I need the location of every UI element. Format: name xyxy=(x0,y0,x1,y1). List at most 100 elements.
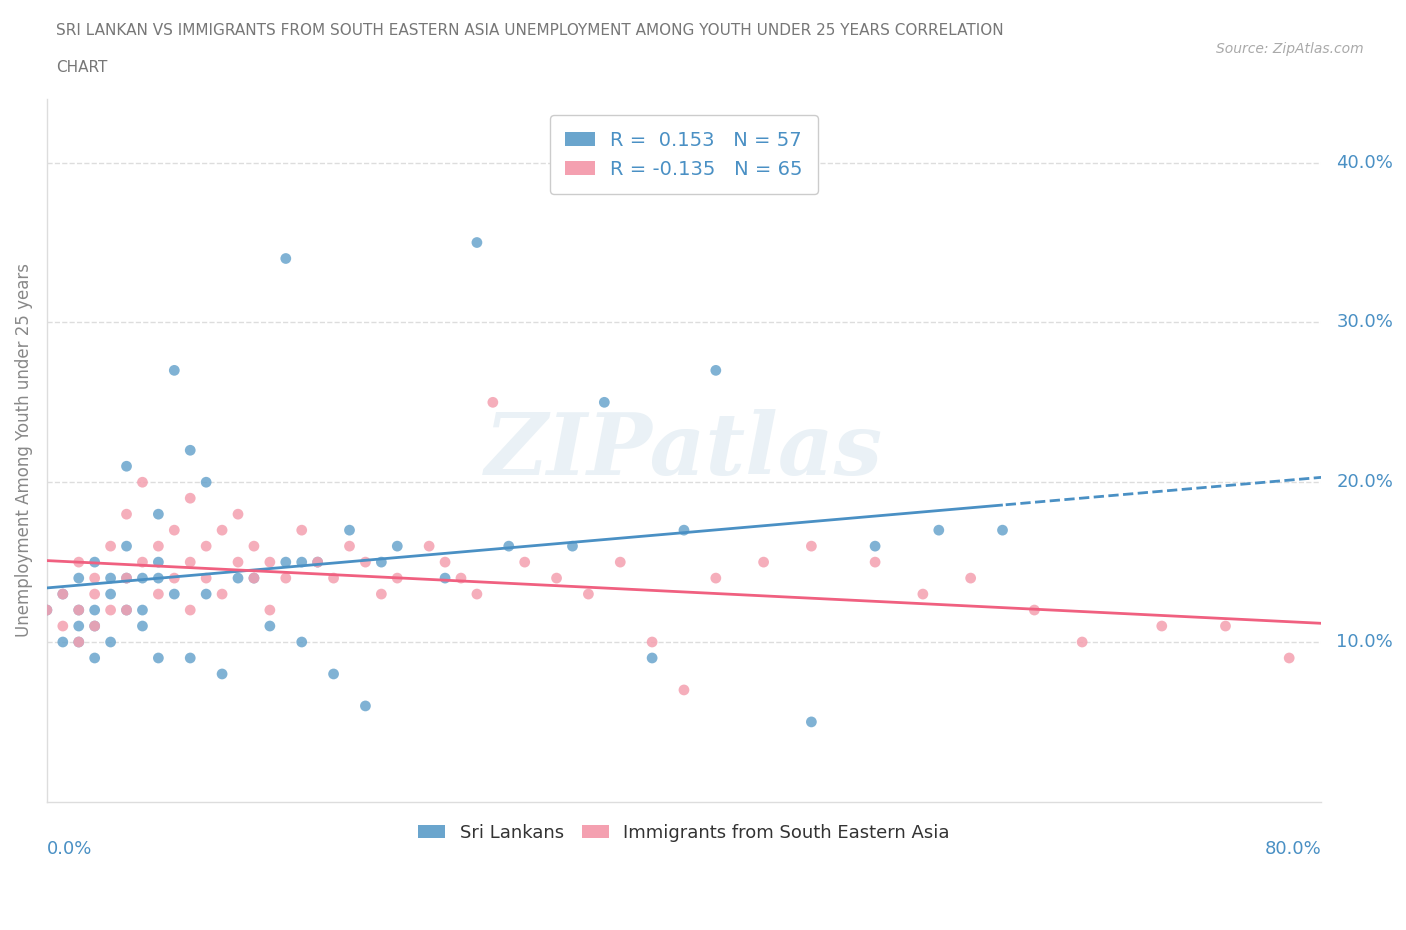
Point xyxy=(576,587,599,602)
Point xyxy=(148,538,170,553)
Point xyxy=(243,571,266,586)
Point xyxy=(800,714,823,729)
Point xyxy=(115,603,138,618)
Point xyxy=(83,571,105,586)
Point xyxy=(291,634,314,649)
Point xyxy=(672,523,695,538)
Text: CHART: CHART xyxy=(56,60,108,75)
Point xyxy=(339,523,361,538)
Legend: Sri Lankans, Immigrants from South Eastern Asia: Sri Lankans, Immigrants from South Easte… xyxy=(404,809,965,857)
Point xyxy=(52,587,75,602)
Point xyxy=(211,523,233,538)
Point xyxy=(115,507,138,522)
Point xyxy=(35,603,58,618)
Text: 80.0%: 80.0% xyxy=(1264,841,1322,858)
Y-axis label: Unemployment Among Youth under 25 years: Unemployment Among Youth under 25 years xyxy=(15,263,32,637)
Point xyxy=(83,618,105,633)
Point xyxy=(800,538,823,553)
Point xyxy=(387,571,409,586)
Point xyxy=(704,571,727,586)
Point xyxy=(163,587,186,602)
Text: Source: ZipAtlas.com: Source: ZipAtlas.com xyxy=(1216,42,1364,56)
Point xyxy=(752,554,775,569)
Point xyxy=(243,538,266,553)
Point xyxy=(179,651,201,666)
Point xyxy=(928,523,950,538)
Point xyxy=(465,587,488,602)
Point xyxy=(131,603,153,618)
Point xyxy=(243,571,266,586)
Point xyxy=(148,507,170,522)
Point xyxy=(991,523,1014,538)
Point xyxy=(1389,667,1406,682)
Point xyxy=(211,587,233,602)
Point xyxy=(226,571,249,586)
Point xyxy=(115,538,138,553)
Point xyxy=(465,235,488,250)
Point xyxy=(52,618,75,633)
Point xyxy=(959,571,981,586)
Text: 0.0%: 0.0% xyxy=(46,841,93,858)
Point xyxy=(115,571,138,586)
Point xyxy=(641,651,664,666)
Point xyxy=(179,443,201,458)
Point xyxy=(163,523,186,538)
Point xyxy=(100,603,122,618)
Point xyxy=(195,571,218,586)
Point xyxy=(163,571,186,586)
Point xyxy=(67,603,90,618)
Point xyxy=(274,251,297,266)
Point xyxy=(100,634,122,649)
Point xyxy=(131,571,153,586)
Point xyxy=(593,395,616,410)
Point xyxy=(179,491,201,506)
Point xyxy=(307,554,329,569)
Point xyxy=(1071,634,1094,649)
Text: 20.0%: 20.0% xyxy=(1336,473,1393,491)
Point xyxy=(1024,603,1046,618)
Point xyxy=(259,618,281,633)
Point xyxy=(354,554,377,569)
Point xyxy=(226,554,249,569)
Point xyxy=(148,587,170,602)
Point xyxy=(259,554,281,569)
Point xyxy=(609,554,631,569)
Point xyxy=(704,363,727,378)
Point xyxy=(307,554,329,569)
Point xyxy=(131,554,153,569)
Point xyxy=(131,618,153,633)
Point xyxy=(148,571,170,586)
Text: 30.0%: 30.0% xyxy=(1336,313,1393,331)
Text: ZIPatlas: ZIPatlas xyxy=(485,408,883,492)
Point xyxy=(67,618,90,633)
Point xyxy=(148,651,170,666)
Point xyxy=(67,554,90,569)
Point xyxy=(482,395,505,410)
Point xyxy=(498,538,520,553)
Point xyxy=(863,554,886,569)
Point xyxy=(195,587,218,602)
Point xyxy=(322,667,344,682)
Point xyxy=(322,571,344,586)
Point xyxy=(100,587,122,602)
Point xyxy=(100,538,122,553)
Point xyxy=(672,683,695,698)
Point xyxy=(67,603,90,618)
Point xyxy=(259,603,281,618)
Point xyxy=(115,458,138,473)
Point xyxy=(1278,651,1301,666)
Point xyxy=(179,603,201,618)
Point xyxy=(195,538,218,553)
Point xyxy=(179,554,201,569)
Point xyxy=(52,634,75,649)
Point xyxy=(67,634,90,649)
Point xyxy=(195,475,218,490)
Point xyxy=(83,603,105,618)
Point xyxy=(274,554,297,569)
Point xyxy=(35,603,58,618)
Point xyxy=(115,571,138,586)
Point xyxy=(83,618,105,633)
Point xyxy=(418,538,440,553)
Point xyxy=(291,554,314,569)
Point xyxy=(1215,618,1237,633)
